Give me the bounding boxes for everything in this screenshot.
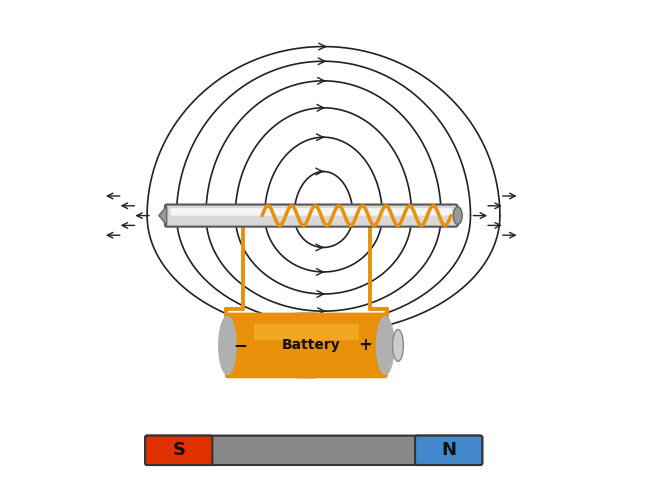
Ellipse shape <box>393 329 403 362</box>
FancyBboxPatch shape <box>145 436 212 465</box>
Polygon shape <box>159 206 167 225</box>
Text: +: + <box>358 337 372 354</box>
FancyBboxPatch shape <box>415 436 482 465</box>
Ellipse shape <box>221 314 392 377</box>
Text: Battery: Battery <box>282 339 340 352</box>
Text: S: S <box>172 441 185 459</box>
FancyBboxPatch shape <box>225 313 388 378</box>
FancyBboxPatch shape <box>254 324 359 340</box>
FancyBboxPatch shape <box>165 204 458 227</box>
Ellipse shape <box>376 316 395 375</box>
FancyBboxPatch shape <box>166 206 456 225</box>
FancyBboxPatch shape <box>171 208 452 216</box>
FancyBboxPatch shape <box>145 436 482 465</box>
Ellipse shape <box>218 316 237 375</box>
Ellipse shape <box>454 207 462 224</box>
Text: −: − <box>234 337 247 354</box>
Text: N: N <box>441 441 456 459</box>
